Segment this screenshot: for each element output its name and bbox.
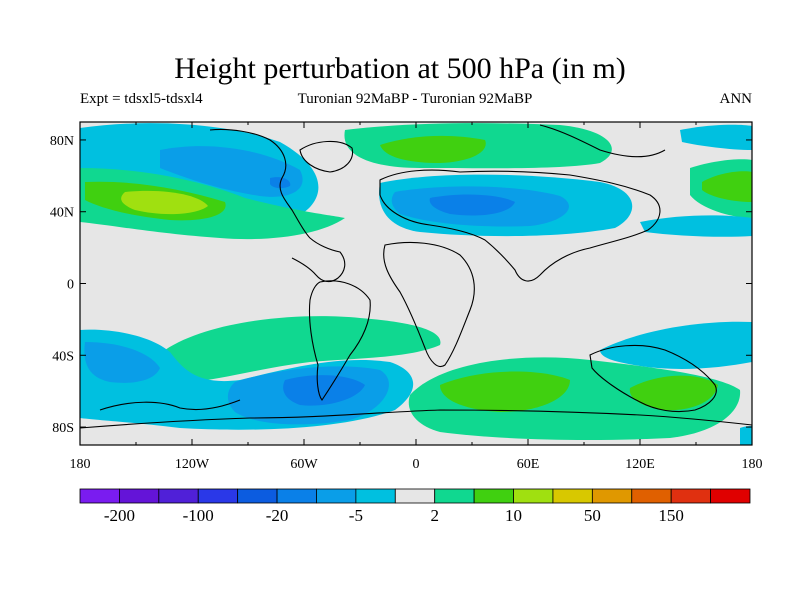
lon-tick-label: 60E (517, 457, 540, 472)
lat-tick-label: 80S (52, 421, 74, 436)
coastlines (80, 124, 752, 429)
colorbar-label: 2 (430, 506, 439, 525)
map-title: Height perturbation at 500 hPa (in m) (174, 52, 626, 85)
coast-antarctica (80, 409, 752, 429)
axis-ticks (79, 122, 753, 445)
colorbar-swatch (670, 488, 711, 504)
contour-arctic-lightgreen (380, 135, 486, 163)
contour-s-indian-lightgreen-b (629, 375, 718, 411)
colorbar-label: -5 (348, 506, 363, 525)
colorbar-swatch (552, 488, 593, 504)
colorbar-label: -20 (265, 506, 289, 525)
colorbar-swatch (79, 488, 120, 504)
contour-se-cyan (600, 321, 752, 369)
contour-tethys-core (429, 194, 515, 216)
colorbar-swatch (355, 488, 396, 504)
lat-tick-label: 40S (52, 349, 74, 364)
lat-tick-label: 40N (50, 206, 74, 221)
colorbar-swatch (158, 488, 199, 504)
colorbar-label: -200 (103, 506, 135, 525)
colorbar-swatch (434, 488, 475, 504)
coast-arctic-asia (539, 124, 666, 158)
contour-e-pacific-cyan-south (640, 215, 752, 237)
lat-tick-label: 0 (67, 278, 74, 293)
colorbar-swatch (119, 488, 160, 504)
lon-tick-label: 0 (413, 457, 420, 472)
coast-greenland (299, 140, 354, 173)
contour-pacific-yellowgreen (121, 190, 208, 215)
contour-nw-pacific-blue (160, 146, 303, 197)
period-label: Turonian 92MaBP - Turonian 92MaBP (297, 91, 533, 107)
coast-europe-asia (379, 169, 661, 282)
contour-e-pacific-lightgreen (702, 171, 752, 202)
colorbar-swatch (394, 488, 436, 504)
lon-tick-label: 180 (742, 457, 763, 472)
coast-africa (383, 241, 475, 367)
coast-north-america (209, 128, 346, 283)
contour-field (80, 122, 752, 445)
colorbar-swatch (631, 488, 672, 504)
colorbar-label: 50 (583, 506, 601, 525)
contour-s-indian-lightgreen-a (440, 371, 570, 412)
colorbar-swatch (591, 488, 633, 504)
experiment-label: Expt = tdsxl5-tdsxl4 (80, 91, 203, 107)
lon-tick-label: 60W (290, 457, 318, 472)
colorbar-swatch (276, 488, 317, 504)
colorbar-swatch (237, 488, 278, 504)
colorbar-swatch (316, 488, 357, 504)
colorbar-label: 150 (658, 506, 684, 525)
contour-sa-core (283, 375, 365, 406)
colorbar-swatch (473, 488, 514, 504)
colorbar (79, 488, 751, 504)
lon-tick-label: 180 (70, 457, 91, 472)
season-label: ANN (719, 91, 753, 107)
lat-tick-label: 80N (50, 134, 74, 149)
contour-sw-blue (84, 342, 160, 383)
coast-australia-antarctica (589, 344, 717, 413)
coast-south-america (308, 280, 371, 401)
colorbar-swatch (710, 488, 751, 504)
colorbar-swatch (197, 488, 239, 504)
contour-se-cyan-south (740, 426, 752, 445)
coast-west-antarctica (99, 399, 241, 411)
contour-e-pacific-cyan-north (680, 124, 752, 150)
lon-tick-label: 120W (175, 457, 210, 472)
colorbar-label: -100 (182, 506, 214, 525)
colorbar-swatch (513, 488, 554, 504)
contour-s-pacific-green (163, 316, 441, 382)
lon-tick-label: 120E (625, 457, 655, 472)
axis-tick-labels: 180 120W 60W 0 60E 120E 180 80N 40N 0 40S 80S (50, 134, 763, 472)
colorbar-label: 10 (505, 506, 523, 525)
